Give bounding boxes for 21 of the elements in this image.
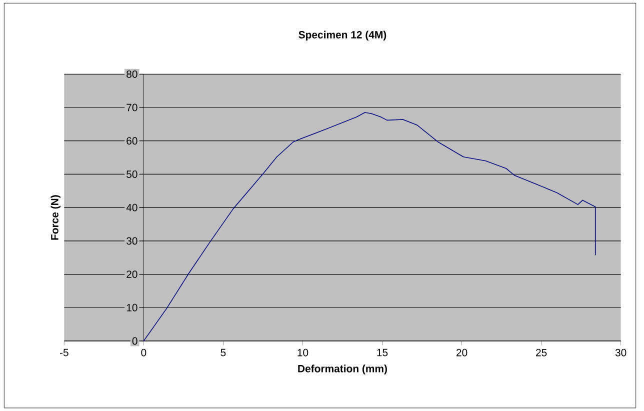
x-axis-title: Deformation (mm)	[298, 364, 387, 374]
y-axis-title: Force (N)	[50, 195, 60, 240]
y-tick-label: 0	[132, 337, 138, 345]
x-tick-label: 5	[220, 348, 226, 356]
x-tick-label: 30	[615, 348, 626, 356]
y-tick-label: 50	[126, 170, 138, 178]
chart-title: Specimen 12 (4M)	[298, 30, 386, 40]
y-tick-label: 10	[126, 304, 138, 312]
y-tick-label: 40	[126, 204, 138, 212]
y-tick-label: 20	[126, 270, 138, 278]
x-tick-label: 25	[536, 348, 547, 356]
x-tick-label: 0	[141, 348, 146, 356]
line-series	[143, 112, 596, 341]
y-tick-label: 30	[126, 237, 138, 245]
x-tick-label: 15	[377, 348, 388, 356]
x-tick-label: 10	[298, 348, 308, 356]
y-tick-label: 80	[126, 70, 138, 78]
y-tick-label: 60	[126, 137, 138, 145]
y-tick-label: 70	[126, 104, 138, 112]
x-tick-label: 20	[456, 348, 468, 356]
x-tick-label: -5	[60, 348, 68, 356]
